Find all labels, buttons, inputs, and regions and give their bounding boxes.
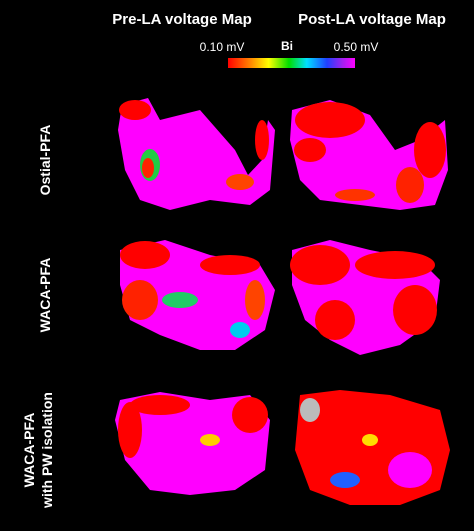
voltage-map <box>295 390 450 505</box>
row-labels: Ostial-PFA WACA-PFA WACA-PFA with PW iso… <box>21 125 55 509</box>
colorbar-unit: Bi <box>281 39 293 53</box>
row-label: WACA-PFA <box>21 413 37 488</box>
column-header: Post-LA voltage Map <box>298 11 446 28</box>
colorbar-max: 0.50 mV <box>334 40 379 54</box>
row-label: Ostial-PFA <box>37 125 53 196</box>
row-label: with PW isolation <box>39 392 55 509</box>
colorbar <box>228 58 355 68</box>
voltage-map <box>115 392 270 495</box>
voltage-map <box>120 240 275 350</box>
voltage-map <box>118 98 275 210</box>
voltage-map <box>290 240 440 355</box>
colorbar-min: 0.10 mV <box>200 40 245 54</box>
column-header: Pre-LA voltage Map <box>112 11 251 28</box>
voltage-map <box>290 100 448 210</box>
row-label: WACA-PFA <box>37 258 53 333</box>
